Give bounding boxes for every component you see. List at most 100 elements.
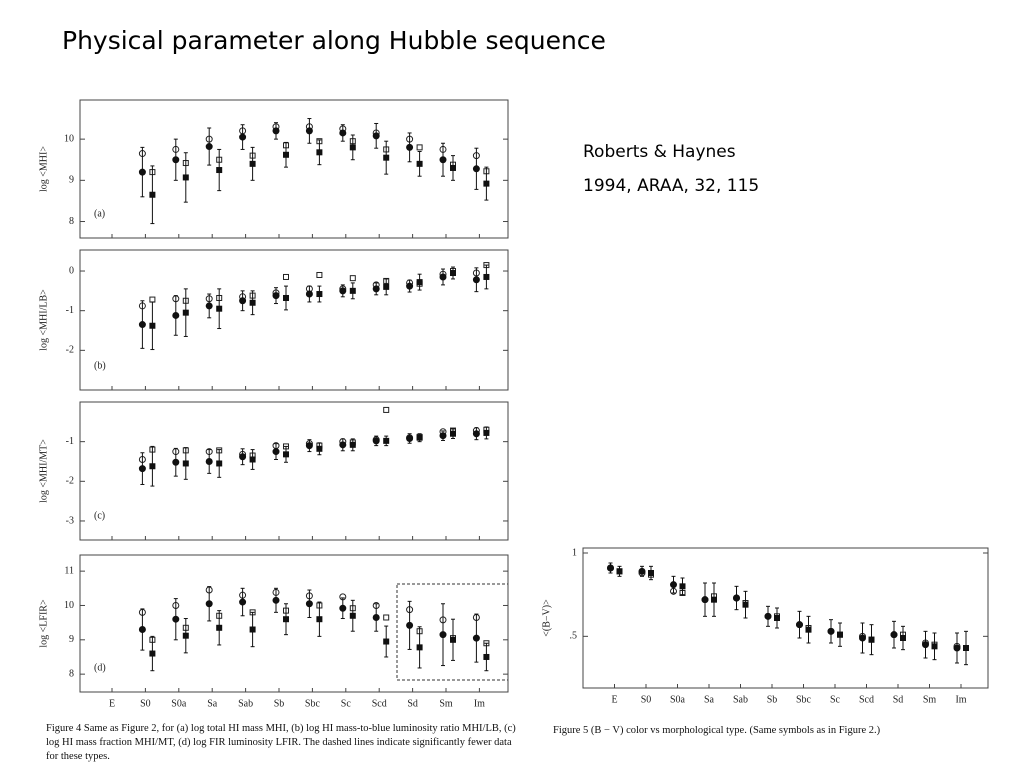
marker [383,437,390,444]
y-tick-label: 8 [69,216,74,227]
marker [339,287,347,295]
marker [316,271,323,278]
marker [172,615,180,623]
y-tick-label: 1 [572,547,577,558]
x-tick-label: E [109,698,115,709]
y-tick-label: 9 [69,175,74,186]
marker [827,627,835,635]
marker [239,598,247,606]
marker [138,626,146,634]
marker [774,615,780,621]
marker [372,285,380,293]
marker [216,305,223,312]
marker [472,276,480,284]
slide-title: Physical parameter along Hubble sequence [62,26,606,55]
plot-frame [79,401,509,541]
x-tick-label: Sa [207,698,218,709]
marker [383,154,390,161]
marker [616,568,623,575]
x-tick-label: Sd [893,694,904,705]
marker [339,129,347,137]
marker [316,291,323,298]
x-tick-label: Sm [439,698,453,709]
panel-label: (b) [94,360,106,371]
marker [349,287,356,294]
figure-caption: Figure 4 Same as Figure 2, for (a) log t… [46,723,516,762]
y-tick-label: -2 [66,345,74,356]
marker [483,429,490,436]
marker [283,151,289,158]
marker [149,322,156,329]
y-tick-label: -1 [66,305,74,316]
x-tick-label: Sc [830,694,841,705]
marker [416,644,423,651]
marker [439,156,447,164]
x-tick-label: Im [955,694,966,705]
marker [349,144,356,151]
x-tick-label: S0 [140,698,151,709]
panel-label: (d) [94,662,106,673]
marker [900,635,906,641]
marker [205,302,213,310]
y-tick-label: -1 [66,436,74,447]
marker [450,430,456,437]
marker [172,311,180,319]
marker [483,653,490,660]
panel-label: (c) [94,510,105,521]
marker [272,127,280,135]
marker [742,601,749,608]
marker [472,430,480,438]
marker [249,626,256,633]
y-tick-label: 10 [64,133,74,144]
marker [383,283,390,290]
marker [283,273,289,280]
marker [216,624,223,631]
marker [283,616,289,623]
y-axis-label: log <LFIR> [38,599,49,648]
marker [239,453,247,461]
marker [416,279,423,286]
x-tick-label: Sb [274,698,285,709]
marker [349,275,356,282]
marker [450,270,456,277]
plot-frame [582,547,989,689]
x-tick-label: E [611,694,617,705]
x-tick-label: Sab [733,694,748,705]
y-tick-label: .5 [570,631,578,642]
marker [406,621,414,629]
figure-caption: Figure 5 (B − V) color vs morphological … [553,725,881,736]
marker [483,180,490,187]
x-tick-label: Sc [341,698,352,709]
marker [182,309,189,316]
marker [483,273,490,280]
marker [406,143,414,151]
marker [764,612,772,620]
marker [439,273,447,281]
marker [205,457,213,465]
x-tick-label: Im [474,698,485,709]
marker [406,282,414,290]
marker [868,636,875,643]
marker [239,297,247,305]
marker [138,465,146,473]
marker [805,626,812,633]
x-tick-label: Scd [859,694,874,705]
marker [216,460,223,467]
plot-frame [79,554,509,693]
marker [711,596,717,603]
marker [416,144,423,151]
marker [339,604,347,612]
y-tick-label: 11 [64,565,74,576]
marker [216,167,223,174]
x-tick-label: Sa [704,694,715,705]
marker [305,442,313,450]
marker [638,567,646,575]
marker [922,641,929,649]
marker [205,143,213,151]
marker [283,451,289,458]
reference: 1994, ARAA, 32, 115 [583,176,760,196]
marker [701,596,709,604]
marker [249,456,256,463]
marker [149,463,156,470]
